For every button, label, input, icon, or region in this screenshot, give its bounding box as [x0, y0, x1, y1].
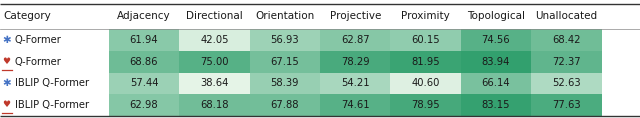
Text: 74.56: 74.56: [482, 35, 510, 45]
Text: 75.00: 75.00: [200, 57, 228, 67]
Bar: [0, 94, 109, 116]
Bar: [531, 29, 602, 51]
Bar: [390, 72, 461, 94]
Text: IBLIP Q-Former: IBLIP Q-Former: [15, 100, 89, 110]
Bar: [320, 94, 390, 116]
Bar: [461, 94, 531, 116]
Text: 68.42: 68.42: [552, 35, 580, 45]
Bar: [0, 29, 109, 51]
Text: 52.63: 52.63: [552, 78, 580, 88]
Text: 54.21: 54.21: [341, 78, 369, 88]
Bar: [0, 72, 109, 94]
Bar: [250, 29, 320, 51]
Text: 83.94: 83.94: [482, 57, 510, 67]
Bar: [390, 94, 461, 116]
Text: 61.94: 61.94: [130, 35, 158, 45]
Text: 58.39: 58.39: [271, 78, 299, 88]
Bar: [109, 72, 179, 94]
Text: Topological: Topological: [467, 11, 525, 21]
Text: 78.95: 78.95: [412, 100, 440, 110]
Bar: [320, 72, 390, 94]
Text: Adjacency: Adjacency: [117, 11, 171, 21]
Bar: [390, 29, 461, 51]
Text: 74.61: 74.61: [341, 100, 369, 110]
Text: 38.64: 38.64: [200, 78, 228, 88]
Bar: [461, 72, 531, 94]
Text: Unallocated: Unallocated: [535, 11, 598, 21]
Text: 83.15: 83.15: [482, 100, 510, 110]
Bar: [531, 51, 602, 72]
Bar: [531, 72, 602, 94]
Text: 68.18: 68.18: [200, 100, 228, 110]
Bar: [320, 29, 390, 51]
Bar: [390, 51, 461, 72]
Text: ♥: ♥: [2, 57, 10, 65]
Text: ♥: ♥: [2, 100, 10, 109]
Bar: [250, 51, 320, 72]
Text: ✱: ✱: [2, 78, 11, 88]
Text: 77.63: 77.63: [552, 100, 580, 110]
Text: 68.86: 68.86: [130, 57, 158, 67]
Bar: [461, 29, 531, 51]
Bar: [461, 51, 531, 72]
Text: 67.88: 67.88: [271, 100, 299, 110]
Text: Directional: Directional: [186, 11, 243, 21]
Text: 40.60: 40.60: [412, 78, 440, 88]
Bar: [109, 94, 179, 116]
Bar: [0, 51, 109, 72]
Text: 72.37: 72.37: [552, 57, 580, 67]
Bar: [250, 94, 320, 116]
Text: 62.98: 62.98: [130, 100, 158, 110]
Text: Projective: Projective: [330, 11, 381, 21]
Text: Proximity: Proximity: [401, 11, 450, 21]
Text: 60.15: 60.15: [412, 35, 440, 45]
Text: 57.44: 57.44: [130, 78, 158, 88]
Text: Q-Former: Q-Former: [15, 57, 61, 67]
Bar: [109, 29, 179, 51]
Text: Orientation: Orientation: [255, 11, 314, 21]
Bar: [179, 29, 250, 51]
Bar: [250, 72, 320, 94]
Bar: [179, 72, 250, 94]
Bar: [109, 51, 179, 72]
Text: 56.93: 56.93: [271, 35, 299, 45]
Text: IBLIP Q-Former: IBLIP Q-Former: [15, 78, 89, 88]
Bar: [531, 94, 602, 116]
Text: 78.29: 78.29: [341, 57, 369, 67]
Bar: [179, 94, 250, 116]
Text: 42.05: 42.05: [200, 35, 228, 45]
Text: Q-Former: Q-Former: [15, 35, 61, 45]
Text: ✱: ✱: [2, 35, 11, 45]
Text: 67.15: 67.15: [271, 57, 299, 67]
Text: Category: Category: [3, 11, 51, 21]
Text: 81.95: 81.95: [412, 57, 440, 67]
Bar: [320, 51, 390, 72]
Text: 62.87: 62.87: [341, 35, 369, 45]
Text: 66.14: 66.14: [482, 78, 510, 88]
Bar: [179, 51, 250, 72]
